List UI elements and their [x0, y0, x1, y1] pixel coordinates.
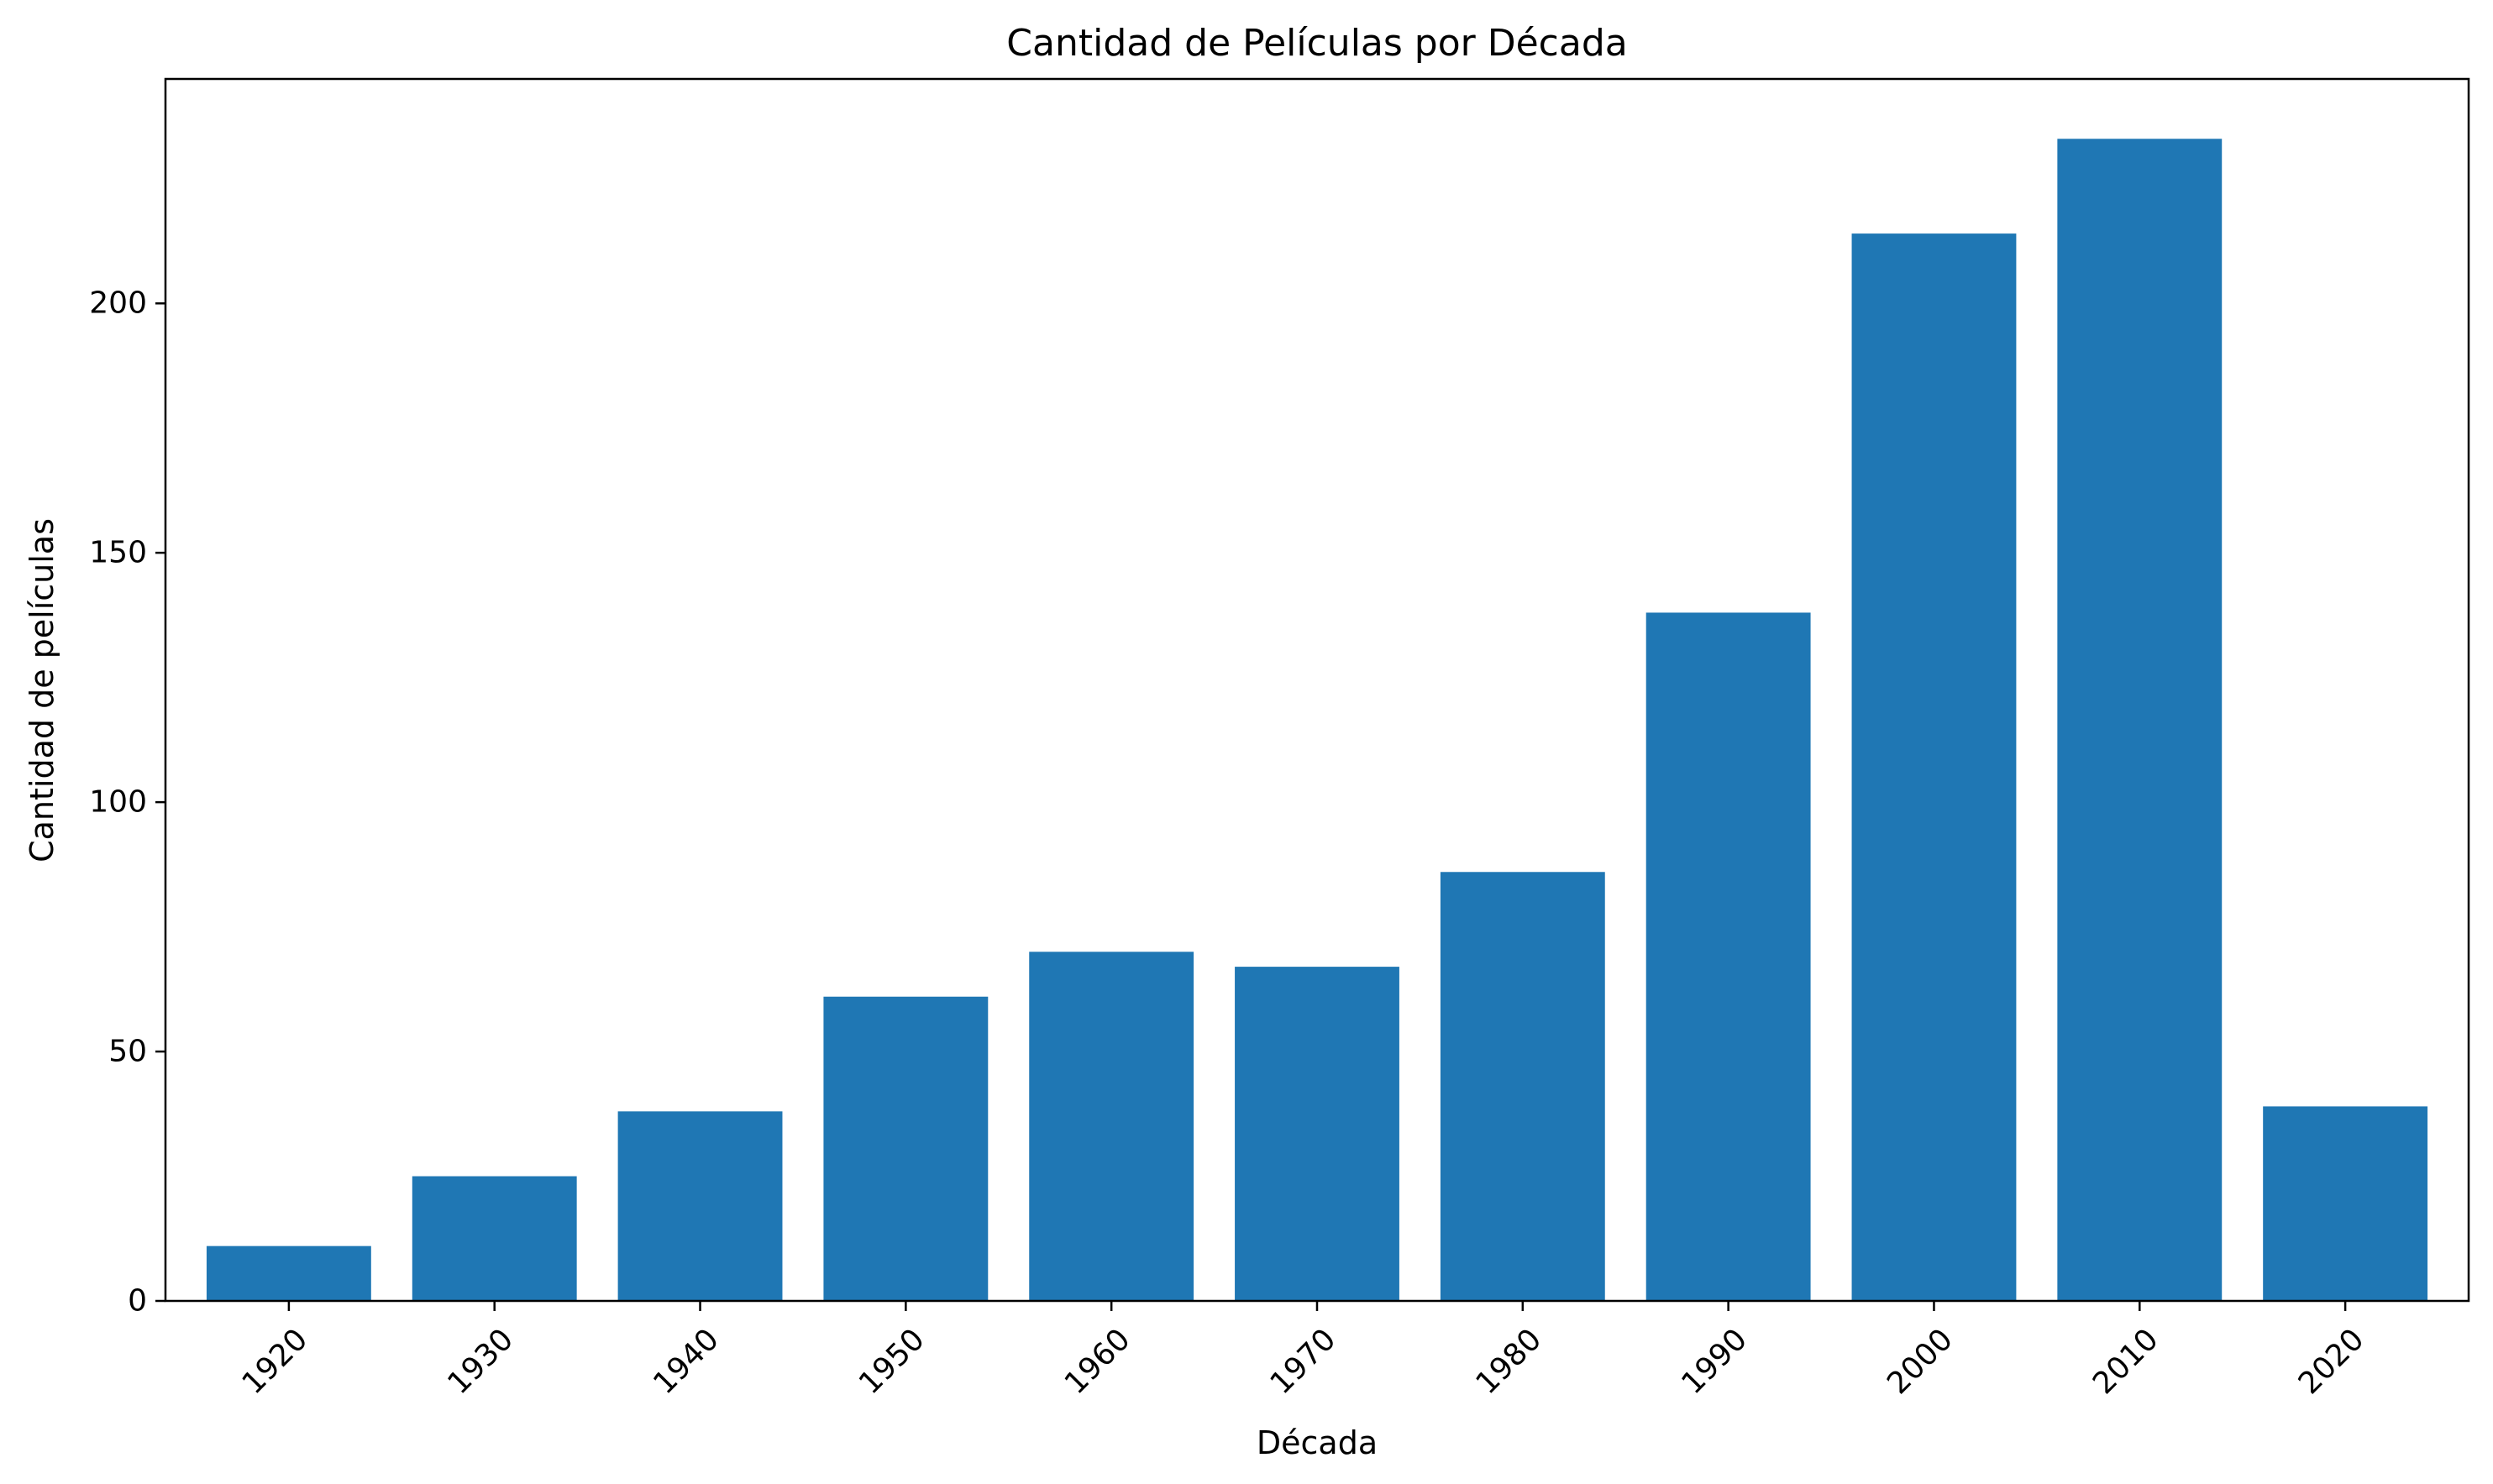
bar-2000: [1851, 233, 2017, 1302]
y-tick-label: 0: [128, 1284, 147, 1319]
bar-1940: [617, 1111, 783, 1301]
bar-1930: [412, 1176, 577, 1301]
y-tick-label: 150: [89, 536, 147, 570]
chart-title: Cantidad de Películas por Década: [1006, 22, 1627, 65]
y-axis-label: Cantidad de películas: [24, 518, 60, 863]
y-tick-label: 200: [89, 286, 147, 321]
bar-1920: [206, 1245, 371, 1301]
bar-1970: [1235, 967, 1399, 1301]
bar-1950: [823, 996, 989, 1301]
bar-1980: [1440, 872, 1605, 1301]
x-axis-label: Década: [1257, 1424, 1378, 1461]
bars-group: [206, 139, 2428, 1302]
bar-2020: [2263, 1106, 2428, 1301]
bar-1960: [1029, 952, 1194, 1301]
y-tick-label: 100: [89, 785, 147, 820]
plot-frame: [164, 77, 2470, 1303]
y-tick-label: 50: [108, 1035, 147, 1069]
bar-2010: [2057, 139, 2223, 1301]
y-axis-ticks: 0 50 100 150 200: [89, 286, 165, 1319]
bar-1990: [1645, 612, 1811, 1301]
